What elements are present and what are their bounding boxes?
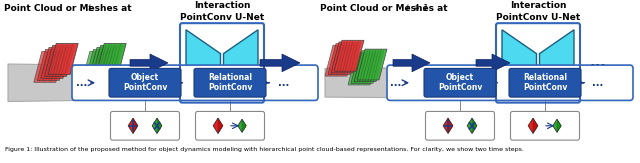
Polygon shape bbox=[93, 45, 123, 76]
Polygon shape bbox=[130, 54, 168, 72]
Polygon shape bbox=[334, 40, 364, 71]
Polygon shape bbox=[331, 42, 361, 73]
Polygon shape bbox=[476, 54, 510, 72]
Polygon shape bbox=[393, 54, 430, 72]
Text: Figure 1: Illustration of the proposed method for object dynamics modeling with : Figure 1: Illustration of the proposed m… bbox=[5, 147, 524, 152]
Text: PointConv U-Net: PointConv U-Net bbox=[180, 13, 264, 22]
Text: Interaction: Interaction bbox=[509, 1, 566, 10]
Polygon shape bbox=[325, 45, 355, 76]
Polygon shape bbox=[242, 119, 246, 132]
Polygon shape bbox=[448, 118, 453, 133]
Polygon shape bbox=[260, 54, 300, 72]
Text: t + 1: t + 1 bbox=[406, 4, 429, 13]
Text: Relational
PointConv: Relational PointConv bbox=[523, 73, 567, 92]
Polygon shape bbox=[348, 54, 378, 85]
Text: Interaction: Interaction bbox=[194, 1, 250, 10]
FancyBboxPatch shape bbox=[426, 111, 495, 140]
Polygon shape bbox=[557, 119, 561, 132]
FancyBboxPatch shape bbox=[72, 65, 318, 100]
Polygon shape bbox=[354, 51, 384, 82]
Text: Object
PointConv: Object PointConv bbox=[438, 73, 482, 92]
Polygon shape bbox=[528, 118, 538, 133]
Polygon shape bbox=[152, 118, 162, 133]
Text: ...: ... bbox=[593, 78, 604, 88]
Polygon shape bbox=[540, 30, 574, 96]
Text: Relational
PointConv: Relational PointConv bbox=[208, 73, 252, 92]
FancyBboxPatch shape bbox=[424, 68, 496, 97]
Polygon shape bbox=[85, 49, 115, 80]
Text: ...: ... bbox=[390, 78, 402, 88]
FancyBboxPatch shape bbox=[387, 65, 633, 100]
Polygon shape bbox=[45, 45, 75, 76]
Polygon shape bbox=[351, 52, 381, 83]
FancyBboxPatch shape bbox=[109, 68, 181, 97]
Polygon shape bbox=[157, 118, 162, 133]
Polygon shape bbox=[218, 118, 223, 133]
Text: Point Cloud or Meshes at: Point Cloud or Meshes at bbox=[4, 4, 132, 13]
Polygon shape bbox=[96, 44, 126, 74]
Polygon shape bbox=[128, 118, 138, 133]
Polygon shape bbox=[34, 51, 64, 82]
Text: ...: ... bbox=[589, 55, 607, 70]
Polygon shape bbox=[37, 49, 67, 80]
FancyBboxPatch shape bbox=[509, 68, 581, 97]
Polygon shape bbox=[133, 118, 138, 133]
Polygon shape bbox=[533, 118, 538, 133]
Polygon shape bbox=[41, 47, 71, 78]
Text: Object
PointConv: Object PointConv bbox=[123, 73, 167, 92]
Polygon shape bbox=[328, 44, 358, 74]
FancyBboxPatch shape bbox=[511, 111, 579, 140]
Text: PointConv U-Net: PointConv U-Net bbox=[496, 13, 580, 22]
Polygon shape bbox=[238, 119, 246, 132]
Polygon shape bbox=[472, 118, 477, 133]
Polygon shape bbox=[213, 118, 223, 133]
Text: ...: ... bbox=[76, 78, 88, 88]
Polygon shape bbox=[82, 51, 112, 82]
FancyBboxPatch shape bbox=[111, 111, 179, 140]
FancyBboxPatch shape bbox=[195, 111, 264, 140]
Text: ...: ... bbox=[278, 78, 290, 88]
Polygon shape bbox=[186, 30, 221, 96]
Polygon shape bbox=[502, 30, 536, 96]
Polygon shape bbox=[89, 47, 119, 78]
Polygon shape bbox=[325, 66, 620, 99]
Polygon shape bbox=[553, 119, 561, 132]
Text: Point Cloud or Meshes at: Point Cloud or Meshes at bbox=[320, 4, 447, 13]
Polygon shape bbox=[357, 49, 387, 80]
Polygon shape bbox=[8, 64, 310, 102]
Polygon shape bbox=[443, 118, 453, 133]
Text: t: t bbox=[87, 4, 90, 13]
Polygon shape bbox=[223, 30, 258, 96]
Polygon shape bbox=[467, 118, 477, 133]
Polygon shape bbox=[48, 44, 78, 74]
FancyBboxPatch shape bbox=[194, 68, 266, 97]
